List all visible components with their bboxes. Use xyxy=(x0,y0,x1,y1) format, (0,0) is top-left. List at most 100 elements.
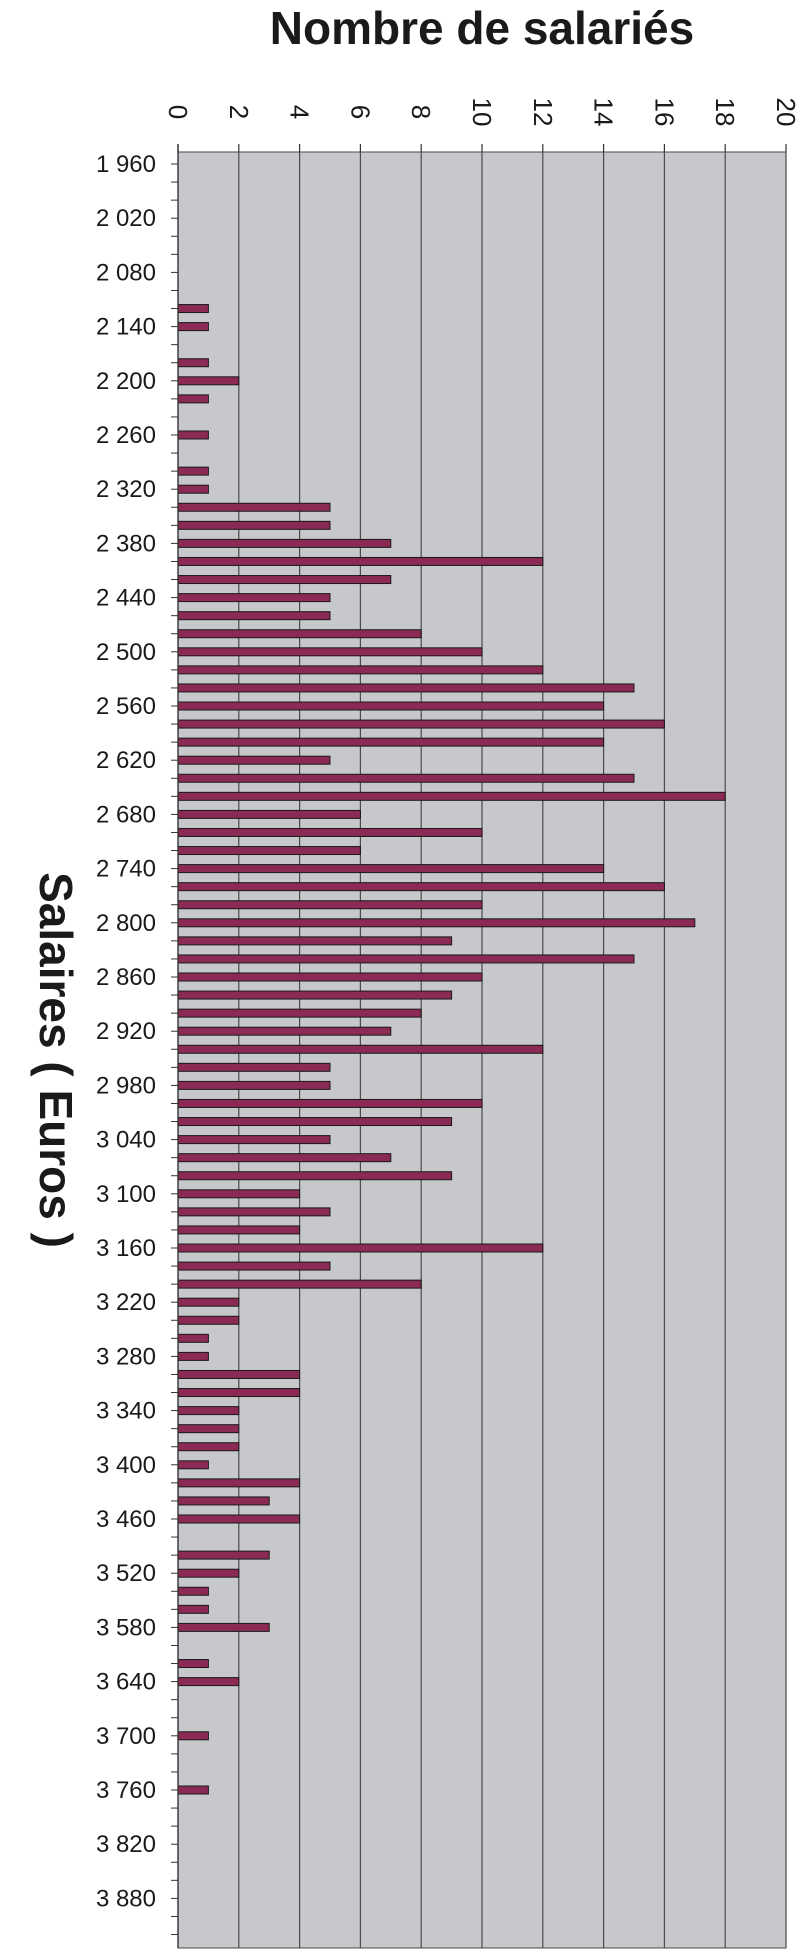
y-tick-label: 3 280 xyxy=(96,1343,156,1370)
bar xyxy=(177,1514,301,1524)
y-axis-title: Salaires ( Euros ) xyxy=(30,872,82,1248)
x-tick-label: 0 xyxy=(163,105,193,119)
bar xyxy=(177,1568,240,1578)
bar xyxy=(177,1062,331,1072)
bar xyxy=(177,1388,301,1398)
bar xyxy=(177,1731,209,1741)
bar xyxy=(177,466,209,476)
bar xyxy=(177,1279,422,1289)
bar xyxy=(177,575,392,585)
x-tick-label: 8 xyxy=(406,105,436,119)
bar xyxy=(177,1225,301,1235)
y-tick-label: 3 340 xyxy=(96,1398,156,1425)
y-tick-label: 2 800 xyxy=(96,910,156,937)
y-tick-label: 2 680 xyxy=(96,801,156,828)
y-tick-label: 3 400 xyxy=(96,1452,156,1479)
bar xyxy=(177,520,331,530)
bar xyxy=(177,502,331,512)
bar xyxy=(177,1785,209,1795)
y-tick-label: 2 440 xyxy=(96,585,156,612)
y-tick-label: 3 580 xyxy=(96,1614,156,1641)
bar xyxy=(177,358,209,368)
y-tick-label: 2 620 xyxy=(96,747,156,774)
bar xyxy=(177,1460,209,1470)
y-tick-label: 3 040 xyxy=(96,1127,156,1154)
bar xyxy=(177,827,483,837)
x-tick-labels: 0 2 4 6 8 10 12 14 16 18 20 xyxy=(163,98,801,127)
bar xyxy=(177,1008,422,1018)
bar xyxy=(177,1117,453,1127)
bar xyxy=(177,1550,270,1560)
y-tick-label: 2 260 xyxy=(96,422,156,449)
bar xyxy=(177,846,361,856)
bar xyxy=(177,683,635,693)
y-tick-label: 3 700 xyxy=(96,1723,156,1750)
y-tick-label: 2 920 xyxy=(96,1018,156,1045)
y-tick-label: 2 140 xyxy=(96,314,156,341)
bar xyxy=(177,1135,331,1145)
y-tick-label: 3 820 xyxy=(96,1831,156,1858)
bar xyxy=(177,304,209,314)
bar xyxy=(177,1442,240,1452)
bar xyxy=(177,1243,544,1253)
bar xyxy=(177,322,209,332)
y-tick-label: 3 880 xyxy=(96,1885,156,1912)
bar xyxy=(177,773,635,783)
x-tick-label: 18 xyxy=(710,98,740,127)
bar xyxy=(177,1351,209,1361)
bar xyxy=(177,484,209,494)
x-tick-label: 10 xyxy=(467,98,497,127)
bar xyxy=(177,1478,301,1488)
axes xyxy=(171,144,787,1948)
y-tick-label: 2 500 xyxy=(96,639,156,666)
bar xyxy=(177,954,635,964)
bar xyxy=(177,538,392,548)
bar xyxy=(177,1333,209,1343)
bar xyxy=(177,1171,453,1181)
bar xyxy=(177,972,483,982)
bar xyxy=(177,1369,301,1379)
bar xyxy=(177,1586,209,1596)
x-tick-label: 2 xyxy=(224,105,254,119)
y-tick-label: 3 640 xyxy=(96,1669,156,1696)
y-tick-label: 2 380 xyxy=(96,530,156,557)
bar xyxy=(177,611,331,621)
bar xyxy=(177,647,483,657)
bar xyxy=(177,936,453,946)
y-tick-label: 2 560 xyxy=(96,693,156,720)
bar xyxy=(177,755,331,765)
y-tick-label: 2 740 xyxy=(96,856,156,883)
bar xyxy=(177,556,544,566)
bar xyxy=(177,1080,331,1090)
bar xyxy=(177,864,605,874)
bar xyxy=(177,1297,240,1307)
y-tick-labels: 1 960 2 020 2 080 2 140 2 200 2 260 2 320 2 380… xyxy=(96,151,156,1912)
bar xyxy=(177,1496,270,1506)
bar-series xyxy=(177,304,726,1795)
bar xyxy=(177,882,665,892)
y-tick-label: 1 960 xyxy=(96,151,156,178)
x-tick-label: 14 xyxy=(589,98,619,127)
bar xyxy=(177,665,544,675)
y-tick-label: 3 160 xyxy=(96,1235,156,1262)
y-tick-label: 3 220 xyxy=(96,1289,156,1316)
y-tick-label: 3 460 xyxy=(96,1506,156,1533)
bar xyxy=(177,1659,209,1669)
bar xyxy=(177,1406,240,1416)
bar xyxy=(177,1261,331,1271)
bar xyxy=(177,394,209,404)
bar xyxy=(177,629,422,639)
bar xyxy=(177,1098,483,1108)
y-tick-label: 2 200 xyxy=(96,368,156,395)
bar xyxy=(177,719,665,729)
bar xyxy=(177,1424,240,1434)
bar xyxy=(177,430,209,440)
x-tick-label: 16 xyxy=(649,98,679,127)
bar xyxy=(177,593,331,603)
bar xyxy=(177,376,240,386)
bar xyxy=(177,809,361,819)
bar xyxy=(177,990,453,1000)
bar xyxy=(177,918,696,928)
bar xyxy=(177,1677,240,1687)
